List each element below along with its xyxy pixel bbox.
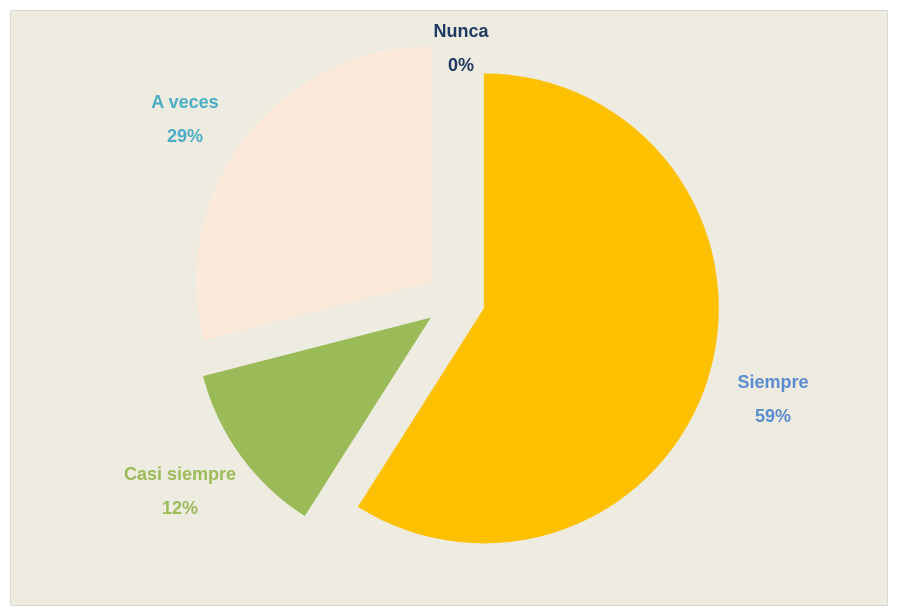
slice-category-label: A veces <box>151 92 218 112</box>
slice-category-label: Casi siempre <box>124 464 236 484</box>
slice-value-label: 29% <box>167 126 203 146</box>
slice-category-label: Nunca <box>433 21 489 41</box>
slice-value-label: 0% <box>448 55 474 75</box>
pie-slice <box>196 46 432 341</box>
slice-value-label: 59% <box>755 406 791 426</box>
slice-value-label: 12% <box>162 498 198 518</box>
pie-slice <box>203 317 431 517</box>
slice-category-label: Siempre <box>737 372 808 392</box>
pie-slice <box>357 73 719 544</box>
